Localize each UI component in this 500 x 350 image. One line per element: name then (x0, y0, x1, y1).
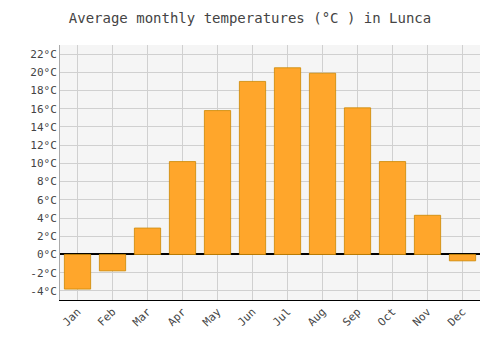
svg-text:18°C: 18°C (30, 84, 57, 97)
svg-text:Apr: Apr (165, 305, 189, 329)
svg-text:Average monthly temperatures (: Average monthly temperatures (°C ) in Lu… (69, 10, 431, 26)
svg-text:22°C: 22°C (30, 48, 57, 61)
svg-text:Nov: Nov (410, 305, 434, 329)
svg-text:Aug: Aug (305, 306, 328, 329)
svg-text:Dec: Dec (445, 306, 468, 329)
svg-text:Jun: Jun (235, 306, 258, 329)
svg-text:Sep: Sep (340, 306, 363, 329)
svg-text:Jan: Jan (60, 306, 83, 329)
svg-text:16°C: 16°C (30, 103, 57, 116)
svg-text:-2°C: -2°C (30, 267, 57, 280)
svg-text:4°C: 4°C (37, 212, 57, 225)
svg-text:10°C: 10°C (30, 157, 57, 170)
svg-text:6°C: 6°C (37, 194, 57, 207)
svg-text:0°C: 0°C (37, 248, 57, 261)
svg-text:May: May (200, 305, 224, 329)
svg-text:Jul: Jul (270, 306, 293, 329)
svg-text:-4°C: -4°C (30, 285, 57, 298)
svg-text:Feb: Feb (95, 306, 118, 329)
svg-text:8°C: 8°C (37, 175, 57, 188)
svg-text:14°C: 14°C (30, 121, 57, 134)
svg-text:Mar: Mar (130, 305, 154, 329)
svg-text:12°C: 12°C (30, 139, 57, 152)
svg-text:2°C: 2°C (37, 230, 57, 243)
svg-text:Oct: Oct (375, 306, 398, 329)
svg-text:20°C: 20°C (30, 66, 57, 79)
